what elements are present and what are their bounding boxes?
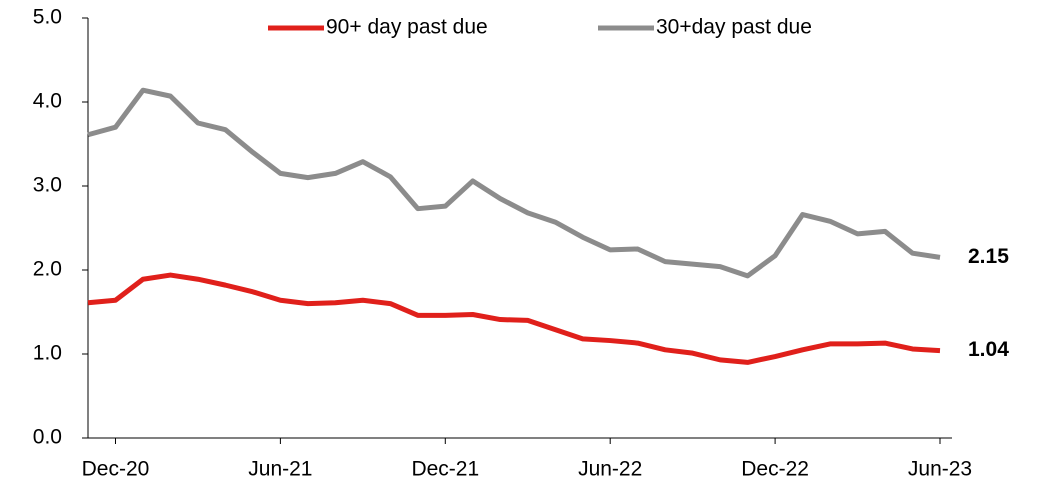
end-label: 1.04 <box>968 338 1009 361</box>
x-tick-label: Jun-22 <box>578 458 642 481</box>
legend-label: 90+ day past due <box>326 16 488 39</box>
line-series <box>87 272 941 365</box>
line-series <box>87 87 941 279</box>
y-tick-label: 4.0 <box>33 90 62 113</box>
y-tick-label: 0.0 <box>33 426 62 449</box>
end-label: 2.15 <box>968 245 1009 268</box>
y-tick-label: 2.0 <box>33 258 62 281</box>
x-tick-label: Dec-22 <box>741 458 809 481</box>
x-tick-label: Jun-21 <box>248 458 312 481</box>
x-tick-label: Dec-20 <box>82 458 150 481</box>
y-tick-label: 1.0 <box>33 342 62 365</box>
x-tick-label: Dec-21 <box>411 458 479 481</box>
x-tick-label: Jun-23 <box>908 458 972 481</box>
y-tick-label: 5.0 <box>33 6 62 29</box>
y-tick-label: 3.0 <box>33 174 62 197</box>
legend-label: 30+day past due <box>656 16 812 39</box>
